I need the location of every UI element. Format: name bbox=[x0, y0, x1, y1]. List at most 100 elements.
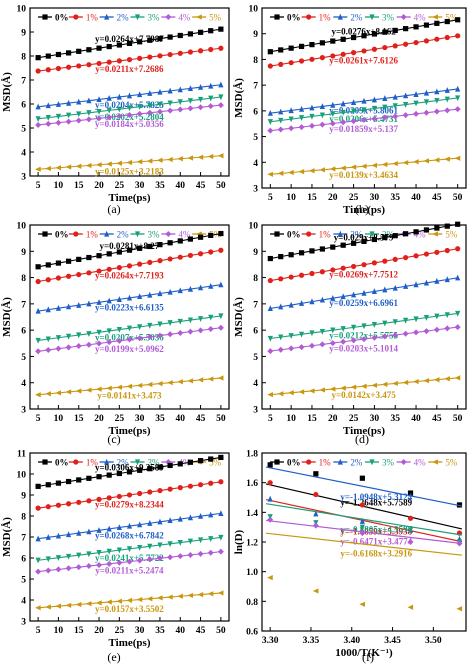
data-point bbox=[96, 268, 102, 274]
data-point bbox=[392, 233, 398, 239]
y-tick-label: 5 bbox=[21, 576, 26, 586]
y-tick-label: 3 bbox=[253, 406, 258, 416]
data-point bbox=[402, 330, 409, 337]
data-point bbox=[35, 337, 41, 344]
data-point bbox=[116, 113, 123, 120]
data-point bbox=[45, 102, 51, 109]
data-point bbox=[433, 326, 440, 333]
y-tick-label: 1.0 bbox=[246, 568, 258, 578]
series-5pct: y=0.0139x+3.4634 bbox=[267, 155, 461, 180]
data-point bbox=[208, 536, 214, 542]
data-point bbox=[187, 328, 194, 335]
legend-label: 4% bbox=[178, 13, 191, 23]
data-point bbox=[309, 113, 315, 120]
legend-marker bbox=[73, 14, 79, 20]
data-point bbox=[423, 251, 430, 257]
data-point bbox=[454, 106, 461, 113]
data-point bbox=[413, 281, 419, 288]
data-point bbox=[319, 40, 325, 46]
data-point bbox=[423, 158, 430, 164]
data-point bbox=[207, 153, 214, 160]
data-point bbox=[75, 343, 82, 350]
x-axis-label: Time(ps) bbox=[343, 425, 385, 437]
x-tick-label: 10 bbox=[286, 193, 296, 203]
data-point bbox=[75, 117, 82, 124]
data-point bbox=[96, 162, 102, 168]
data-point bbox=[167, 380, 173, 386]
data-point bbox=[76, 63, 82, 69]
data-point bbox=[35, 68, 41, 74]
data-point bbox=[361, 97, 367, 104]
data-point bbox=[45, 262, 51, 268]
data-point bbox=[187, 49, 194, 55]
series-2pct: y=0.0204x+5.7825 bbox=[35, 81, 224, 110]
data-point bbox=[208, 232, 214, 238]
y-tick-label: 4 bbox=[21, 379, 26, 389]
data-point bbox=[313, 471, 319, 477]
x-tick-label: 50 bbox=[453, 414, 463, 424]
data-point bbox=[45, 120, 52, 127]
data-point bbox=[382, 95, 388, 101]
x-tick-label: 3.50 bbox=[425, 636, 442, 646]
legend-marker bbox=[165, 231, 172, 237]
y-tick-label: 7 bbox=[21, 77, 26, 87]
data-point bbox=[45, 67, 51, 73]
data-point bbox=[330, 53, 336, 59]
equation-label: y=0.0261x+7.6126 bbox=[329, 56, 398, 66]
data-point bbox=[208, 28, 214, 34]
legend-marker bbox=[42, 459, 48, 465]
data-point bbox=[55, 390, 62, 396]
data-point bbox=[403, 254, 409, 261]
data-point bbox=[340, 36, 346, 42]
data-point bbox=[207, 326, 214, 333]
y-tick-label: 8 bbox=[21, 274, 26, 284]
data-point bbox=[423, 22, 430, 28]
x-tick-label: 45 bbox=[196, 414, 206, 424]
data-point bbox=[382, 258, 388, 264]
data-point bbox=[187, 538, 194, 545]
data-point bbox=[267, 480, 273, 486]
panel-e: 5 10 15 20 25 30 35 40 45 5034567891011Time(ps)MS… bbox=[1, 450, 230, 664]
y-tick-label: 6 bbox=[253, 327, 258, 337]
data-point bbox=[55, 101, 62, 107]
data-point bbox=[35, 166, 41, 172]
legend-marker bbox=[104, 458, 110, 465]
data-point bbox=[423, 315, 430, 321]
data-point bbox=[407, 490, 414, 496]
x-tick-label: 20 bbox=[94, 414, 104, 424]
y-tick-label: 11 bbox=[17, 450, 26, 460]
data-point bbox=[392, 43, 398, 49]
equation-label: y=0.0268x+6.7842 bbox=[95, 530, 164, 540]
data-point bbox=[45, 277, 51, 283]
panel-label: (f) bbox=[362, 650, 374, 664]
data-point bbox=[403, 231, 409, 237]
data-point bbox=[65, 553, 72, 560]
data-point bbox=[55, 304, 62, 311]
data-point bbox=[96, 550, 102, 556]
x-tick-label: 35 bbox=[155, 626, 165, 636]
data-point bbox=[146, 158, 153, 164]
data-point bbox=[157, 36, 163, 42]
panel-a: 5 10 15 20 25 30 35 40 45 50345678910Time(ps)MSD(… bbox=[1, 5, 230, 216]
data-point bbox=[434, 36, 440, 42]
legend-label: 5% bbox=[209, 458, 222, 468]
data-point bbox=[187, 236, 194, 242]
data-point bbox=[340, 119, 347, 126]
equation-label: y=0.0211x+7.2686 bbox=[95, 64, 164, 74]
data-point bbox=[350, 263, 357, 270]
data-point bbox=[147, 243, 153, 250]
data-point bbox=[359, 475, 365, 481]
data-point bbox=[156, 380, 163, 387]
data-point bbox=[65, 478, 72, 485]
series-0pct: y=0.0276x+8.162 bbox=[267, 17, 461, 55]
y-tick-label: 4 bbox=[21, 149, 26, 159]
x-tick-label: 10 bbox=[54, 414, 64, 424]
data-point bbox=[147, 322, 153, 329]
data-point bbox=[116, 106, 122, 113]
data-point bbox=[126, 105, 133, 112]
data-point bbox=[106, 385, 112, 391]
y-tick-label: 5 bbox=[253, 353, 258, 363]
data-point bbox=[167, 34, 173, 40]
series-4pct: y=0.0203x+5.1014 bbox=[267, 324, 461, 355]
y-tick-label: 5 bbox=[253, 133, 258, 143]
